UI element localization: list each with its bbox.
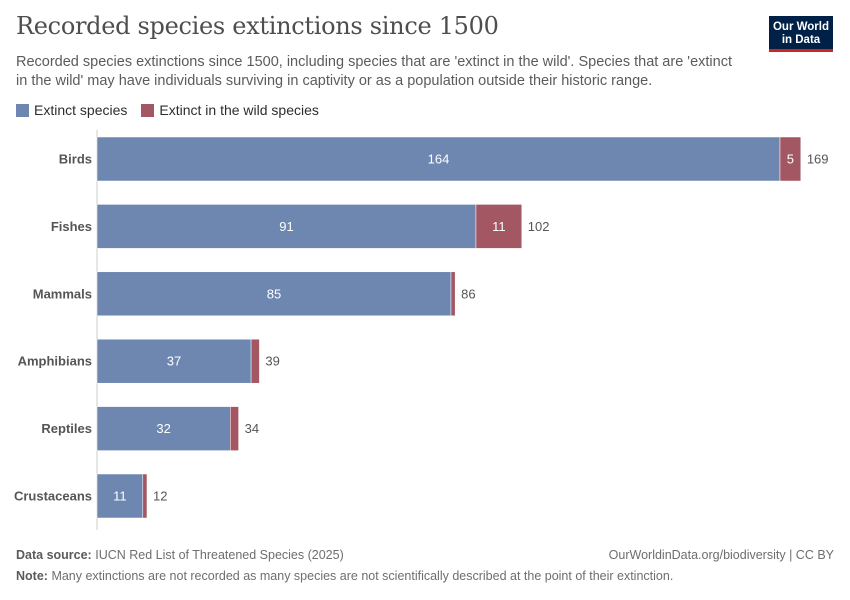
bar-segment xyxy=(96,473,144,519)
bar-segment xyxy=(475,204,523,249)
chart-title: Recorded species extinctions since 1500 xyxy=(16,12,499,40)
total-label: 86 xyxy=(461,286,475,301)
bar-segment xyxy=(230,406,239,451)
total-label: 102 xyxy=(528,219,550,234)
data-label: 85 xyxy=(267,286,281,301)
bar-segment xyxy=(96,271,452,317)
bar-segment xyxy=(250,338,260,384)
legend: Extinct species Extinct in the wild spec… xyxy=(16,102,319,118)
legend-label: Extinct in the wild species xyxy=(159,102,319,118)
data-label: 91 xyxy=(279,219,293,234)
category-label: Reptiles xyxy=(41,421,92,436)
bar-segment xyxy=(96,338,252,384)
category-label: Fishes xyxy=(51,219,92,234)
source-url[interactable]: OurWorldinData.org/biodiversity | CC BY xyxy=(608,548,834,562)
legend-item-extinct-in-wild[interactable]: Extinct in the wild species xyxy=(141,102,319,118)
category-label: Birds xyxy=(59,152,92,167)
data-source: Data source: IUCN Red List of Threatened… xyxy=(16,548,344,562)
owid-logo[interactable]: Our World in Data xyxy=(769,16,833,52)
legend-label: Extinct species xyxy=(34,102,128,118)
bar-segment xyxy=(96,406,231,451)
legend-swatch xyxy=(16,103,29,117)
data-label: 37 xyxy=(167,354,181,369)
chart-subtitle: Recorded species extinctions since 1500,… xyxy=(16,54,732,89)
data-label: 5 xyxy=(787,152,794,167)
bar-segment xyxy=(779,136,802,182)
bar-segment xyxy=(142,473,148,519)
total-label: 34 xyxy=(245,421,259,436)
category-label: Mammals xyxy=(33,286,92,301)
category-label: Amphibians xyxy=(18,354,92,369)
bar-segment xyxy=(96,136,781,182)
total-label: 12 xyxy=(153,489,167,504)
logo-text: Our World in Data xyxy=(772,21,829,46)
data-label: 11 xyxy=(492,219,506,234)
data-label: 164 xyxy=(428,152,450,167)
total-label: 39 xyxy=(265,354,279,369)
data-label: 11 xyxy=(113,489,127,504)
category-label: Crustaceans xyxy=(14,489,92,504)
bar-segment xyxy=(450,271,456,317)
total-label: 169 xyxy=(807,152,829,167)
note: Note: Many extinctions are not recorded … xyxy=(16,569,674,583)
bar-segment xyxy=(96,204,477,249)
legend-swatch xyxy=(141,103,155,117)
legend-item-extinct[interactable]: Extinct species xyxy=(16,102,127,118)
data-label: 32 xyxy=(156,421,170,436)
